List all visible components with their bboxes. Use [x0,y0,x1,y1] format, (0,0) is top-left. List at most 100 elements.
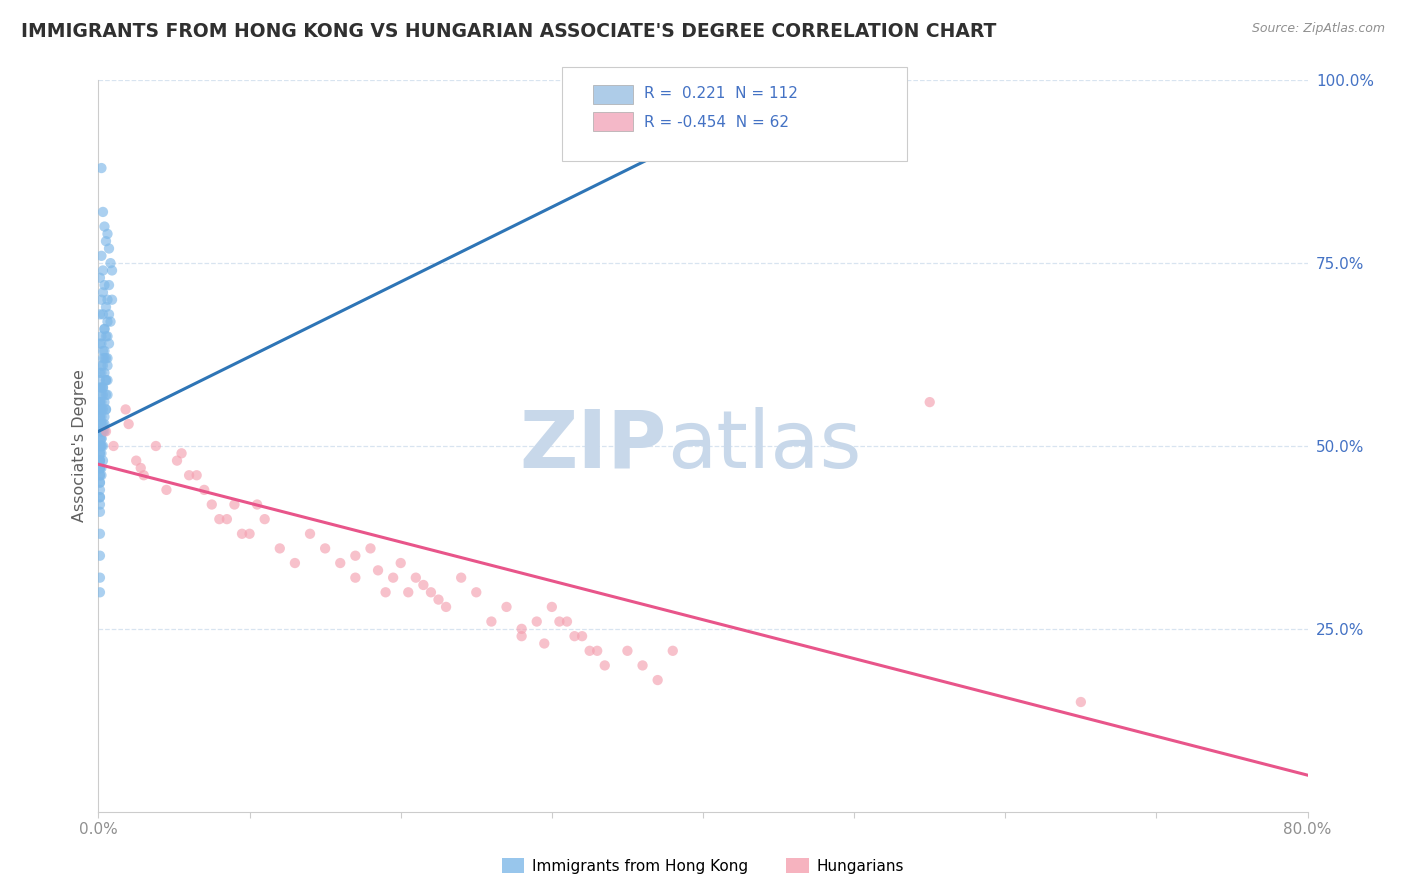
Point [96,227,118,241]
Point [661,644,683,658]
Point [91,402,114,417]
Point [93,322,115,336]
Point [465,585,488,599]
Point [89,461,111,475]
Point [405,571,427,585]
Point [90,329,112,343]
Point [94,234,117,248]
Point [94,373,117,387]
Point [284,556,307,570]
Point [90,468,112,483]
Point [170,446,193,460]
Point [90,409,112,424]
Point [89,439,111,453]
Point [96,329,118,343]
Point [96,315,118,329]
Point [91,359,114,373]
Point [90,161,112,175]
Point [89,490,111,504]
Point [101,293,124,307]
Point [344,549,367,563]
Point [89,432,111,446]
Point [90,293,112,307]
Point [94,351,117,366]
Point [1070,695,1092,709]
Point [571,629,593,643]
Point [98,242,121,256]
Point [89,490,111,504]
Point [89,402,111,417]
Text: IMMIGRANTS FROM HONG KONG VS HUNGARIAN ASSOCIATE'S DEGREE CORRELATION CHART: IMMIGRANTS FROM HONG KONG VS HUNGARIAN A… [21,22,997,41]
Point [90,366,112,380]
Point [145,439,167,453]
Point [89,461,111,475]
Point [90,417,112,431]
Point [94,388,117,402]
Point [344,571,367,585]
Point [96,388,118,402]
Point [90,425,112,439]
Point [269,541,291,556]
Point [90,388,112,402]
Point [89,526,111,541]
Point [578,644,600,658]
Point [91,388,114,402]
Point [93,425,115,439]
Point [193,483,215,497]
Point [93,409,115,424]
Point [450,571,472,585]
Point [246,498,269,512]
Point [89,475,111,490]
Point [593,658,616,673]
Point [100,315,122,329]
Point [90,402,112,417]
Point [89,336,111,351]
Point [90,439,112,453]
Point [239,526,262,541]
Point [89,395,111,409]
Point [89,571,111,585]
Point [90,432,112,446]
Point [94,300,117,314]
Point [93,322,115,336]
Point [91,343,114,358]
Point [89,505,111,519]
Point [96,359,118,373]
Point [91,351,114,366]
Point [314,541,336,556]
Point [89,498,111,512]
Point [91,380,114,394]
Point [103,439,125,453]
Text: atlas: atlas [666,407,860,485]
Point [434,599,457,614]
Point [96,293,118,307]
Point [96,373,118,387]
Point [89,439,111,453]
Point [389,556,412,570]
Point [91,263,114,277]
Point [91,205,114,219]
Point [101,263,124,277]
Point [89,307,111,321]
Point [118,417,141,431]
Point [89,373,111,387]
Point [155,483,177,497]
Point [94,425,117,439]
Point [90,461,112,475]
Point [224,498,246,512]
Point [367,563,389,577]
Point [91,453,114,467]
Point [396,585,419,599]
Point [90,249,112,263]
Point [94,402,117,417]
Point [91,425,114,439]
Point [918,395,941,409]
Point [420,585,443,599]
Point [616,644,638,658]
Point [89,468,111,483]
Point [89,475,111,490]
Point [89,483,111,497]
Point [253,512,276,526]
Point [90,336,112,351]
Point [114,402,136,417]
